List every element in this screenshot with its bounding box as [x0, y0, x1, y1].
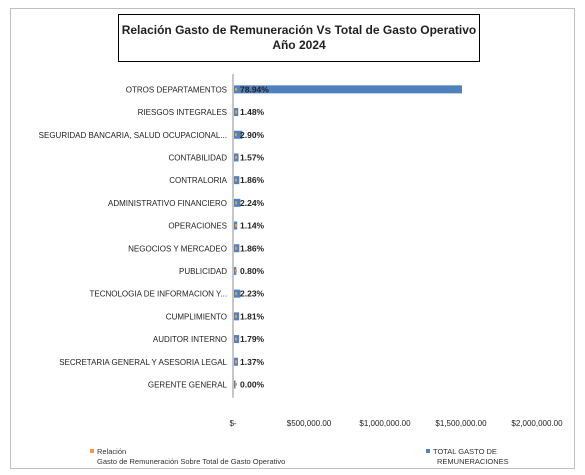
chart-subtitle: Año 2024 — [272, 38, 326, 52]
relation-marker — [235, 360, 237, 364]
bar-remuneraciones — [234, 380, 236, 389]
percentage-label: 78.94% — [240, 84, 269, 94]
bar-remuneraciones — [234, 198, 241, 207]
relation-marker — [235, 314, 237, 318]
chart-title: Relación Gasto de Remuneración Vs Total … — [121, 23, 477, 37]
percentage-label: 1.86% — [240, 175, 265, 185]
relation-marker — [235, 224, 237, 228]
category-label: ADMINISTRATIVO FINANCIERO — [108, 199, 227, 208]
percentage-label: 0.80% — [240, 266, 265, 276]
percentage-label: 2.23% — [240, 289, 265, 299]
x-tick-label: $2,000,000.00 — [511, 419, 563, 428]
relation-marker — [235, 337, 237, 341]
bar-remuneraciones — [234, 85, 462, 94]
category-label: AUDITOR INTERNO — [153, 335, 227, 344]
relation-marker — [235, 382, 237, 386]
percentage-label: 1.48% — [240, 107, 265, 117]
relation-marker — [235, 87, 237, 91]
percentage-label: 1.79% — [240, 334, 265, 344]
percentage-label: 1.81% — [240, 311, 265, 321]
category-label: TECNOLOGIA DE INFORMACION Y... — [89, 290, 227, 299]
category-label: GERENTE GENERAL — [148, 380, 228, 389]
chart-title-box: Relación Gasto de Remuneración Vs Total … — [118, 14, 480, 62]
percentage-label: 2.24% — [240, 198, 265, 208]
relation-marker — [235, 246, 237, 250]
relation-marker — [235, 201, 237, 205]
relation-marker — [235, 110, 237, 114]
relation-marker — [235, 269, 237, 273]
legend-swatch-relacion — [90, 449, 94, 453]
category-label: SECRETARIA GENERAL Y ASESORIA LEGAL — [59, 358, 227, 367]
bar-remuneraciones — [234, 130, 243, 139]
legend-label-total-line2: REMUNERACIONES — [437, 457, 509, 466]
x-tick-label: $- — [229, 419, 236, 428]
category-label: SEGURIDAD BANCARIA, SALUD OCUPACIONAL... — [39, 131, 227, 140]
category-label: RIESGOS INTEGRALES — [138, 108, 227, 117]
x-tick-label: $1,000,000.00 — [359, 419, 411, 428]
relation-marker — [235, 133, 237, 137]
category-label: CUMPLIMIENTO — [166, 312, 227, 321]
percentage-label: 2.90% — [240, 130, 265, 140]
bar-remuneraciones — [234, 289, 241, 298]
legend-label-relacion-line1: Relación — [97, 447, 126, 456]
legend-swatch-total — [426, 449, 430, 453]
category-label: NEGOCIOS Y MERCADEO — [128, 244, 227, 253]
relation-marker — [235, 178, 237, 182]
category-label: CONTABILIDAD — [168, 153, 227, 162]
x-tick-label: $1,500,000.00 — [435, 419, 487, 428]
legend-label-relacion-line2: Gasto de Remuneración Sobre Total de Gas… — [97, 457, 285, 466]
relation-marker — [235, 155, 237, 159]
category-label: OPERACIONES — [168, 222, 227, 231]
relation-marker — [235, 292, 237, 296]
percentage-label: 1.86% — [240, 243, 265, 253]
chart-frame — [10, 8, 575, 469]
percentage-label: 1.57% — [240, 152, 265, 162]
category-label: PUBLICIDAD — [179, 267, 227, 276]
percentage-label: 1.14% — [240, 221, 265, 231]
percentage-label: 1.37% — [240, 357, 265, 367]
category-label: CONTRALORIA — [169, 176, 227, 185]
x-tick-label: $500,000.00 — [287, 419, 332, 428]
percentage-label: 0.00% — [240, 379, 265, 389]
category-label: OTROS DEPARTAMENTOS — [126, 85, 227, 94]
legend-label-total-line1: TOTAL GASTO DE — [433, 447, 497, 456]
